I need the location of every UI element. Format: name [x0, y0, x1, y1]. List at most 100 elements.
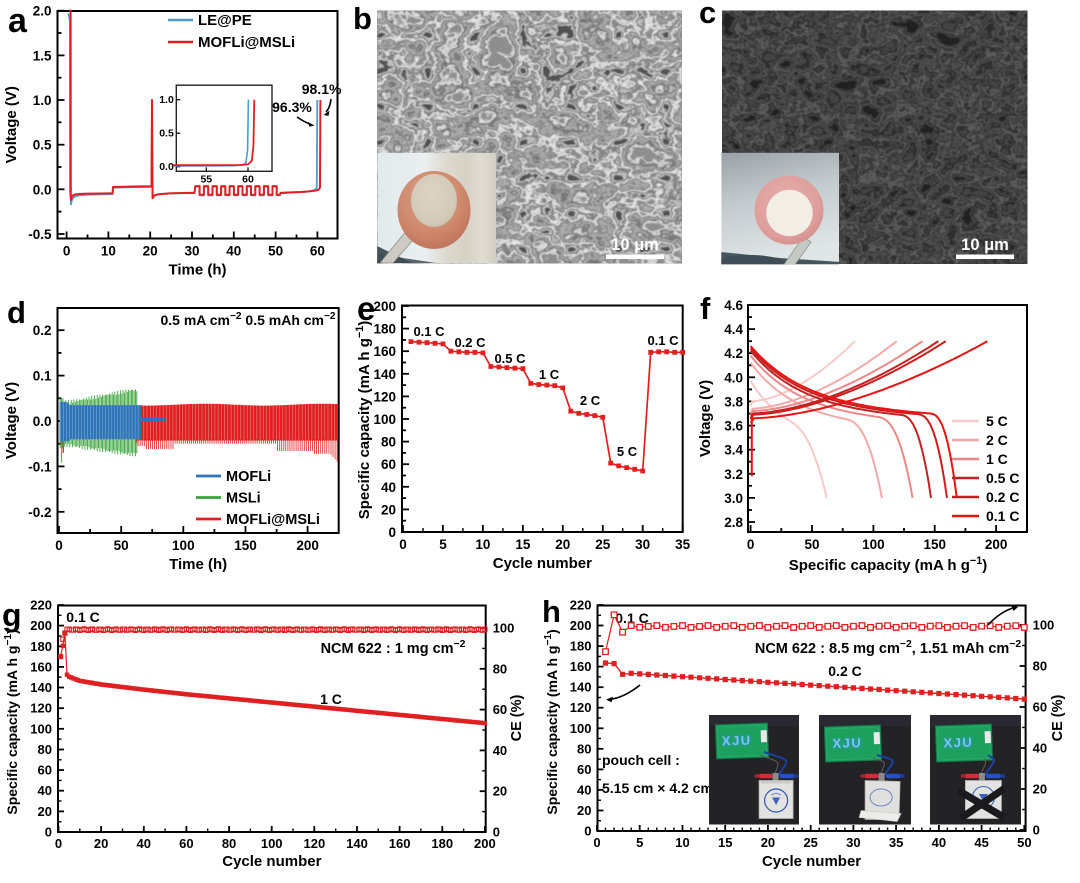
svg-text:100: 100 [172, 538, 195, 553]
svg-text:220: 220 [30, 598, 52, 613]
svg-text:0: 0 [55, 836, 62, 851]
svg-text:MSLi: MSLi [226, 491, 261, 507]
svg-text:15: 15 [515, 537, 531, 552]
svg-text:40: 40 [932, 835, 946, 850]
svg-text:60: 60 [179, 836, 193, 851]
svg-text:0.2 C: 0.2 C [986, 489, 1019, 505]
svg-text:220: 220 [570, 597, 592, 612]
svg-text:LE@PE: LE@PE [198, 12, 252, 29]
svg-text:60: 60 [310, 244, 325, 259]
svg-text:100: 100 [493, 621, 515, 636]
svg-text:-0.1: -0.1 [28, 459, 52, 474]
svg-text:60: 60 [242, 173, 254, 185]
svg-text:80: 80 [222, 836, 236, 851]
svg-text:Cycle number: Cycle number [493, 555, 592, 572]
svg-text:5 C: 5 C [617, 444, 638, 459]
svg-text:200: 200 [373, 299, 396, 314]
svg-text:5: 5 [636, 835, 643, 850]
svg-text:Specific capacity (mA h g−1): Specific capacity (mA h g−1) [3, 629, 20, 814]
svg-text:35: 35 [889, 835, 903, 850]
svg-text:0.5: 0.5 [159, 128, 174, 140]
svg-text:80: 80 [1033, 659, 1047, 674]
svg-text:Voltage (V): Voltage (V) [3, 86, 20, 163]
svg-text:0: 0 [399, 537, 407, 552]
svg-text:Time (h): Time (h) [168, 262, 226, 279]
svg-text:g: g [2, 597, 22, 633]
svg-text:2.8: 2.8 [724, 515, 743, 530]
svg-text:160: 160 [389, 836, 411, 851]
svg-text:10: 10 [675, 835, 689, 850]
svg-text:80: 80 [493, 661, 507, 676]
svg-text:h: h [542, 594, 561, 629]
svg-text:30: 30 [635, 537, 650, 552]
svg-text:3.4: 3.4 [724, 443, 743, 458]
svg-text:20: 20 [94, 836, 108, 851]
svg-text:30: 30 [184, 244, 199, 259]
svg-text:5: 5 [439, 537, 447, 552]
svg-text:10 μm: 10 μm [961, 236, 1009, 254]
svg-text:20: 20 [577, 803, 591, 818]
svg-text:MOFLi: MOFLi [226, 469, 271, 485]
svg-text:XJU: XJU [943, 734, 973, 750]
svg-text:50: 50 [114, 538, 129, 553]
svg-text:60: 60 [577, 762, 591, 777]
svg-text:3.6: 3.6 [724, 419, 743, 434]
svg-text:2 C: 2 C [986, 432, 1008, 448]
svg-text:a: a [8, 2, 28, 40]
svg-text:Specific capacity (mA h g−1): Specific capacity (mA h g−1) [789, 555, 987, 574]
svg-text:b: b [353, 1, 372, 36]
svg-text:180: 180 [373, 322, 396, 337]
svg-text:150: 150 [234, 538, 257, 553]
svg-text:NCM 622 : 1 mg cm−2: NCM 622 : 1 mg cm−2 [321, 639, 466, 657]
svg-text:0: 0 [388, 525, 396, 540]
svg-text:40: 40 [381, 480, 396, 495]
svg-text:0: 0 [593, 835, 600, 850]
svg-text:MOFLi@MSLi: MOFLi@MSLi [226, 512, 320, 528]
svg-text:2.0: 2.0 [33, 4, 52, 19]
svg-text:200: 200 [474, 836, 496, 851]
svg-text:96.3%: 96.3% [272, 99, 312, 115]
svg-text:0.1 C: 0.1 C [413, 324, 445, 339]
svg-text:20: 20 [555, 537, 570, 552]
svg-text:Specific capacity (mA h g−1): Specific capacity (mA h g−1) [543, 629, 560, 814]
svg-text:Time (h): Time (h) [169, 556, 227, 573]
svg-text:200: 200 [985, 537, 1008, 552]
svg-text:20: 20 [1033, 782, 1047, 797]
svg-text:XJU: XJU [722, 732, 752, 748]
svg-text:35: 35 [675, 537, 691, 552]
svg-text:20: 20 [143, 244, 158, 259]
svg-text:30: 30 [846, 835, 860, 850]
svg-text:120: 120 [373, 389, 396, 404]
svg-text:5 C: 5 C [986, 413, 1008, 429]
svg-text:c: c [699, 0, 716, 30]
svg-text:20: 20 [493, 784, 507, 799]
svg-text:3.2: 3.2 [724, 467, 743, 482]
svg-text:200: 200 [30, 618, 52, 633]
svg-text:80: 80 [381, 435, 396, 450]
svg-text:98.1%: 98.1% [302, 81, 342, 97]
svg-text:3.8: 3.8 [724, 394, 743, 409]
svg-text:4.2: 4.2 [724, 346, 743, 361]
svg-text:1.0: 1.0 [33, 93, 52, 108]
svg-text:Specific capacity (mA h g−1): Specific capacity (mA h g−1) [354, 321, 373, 519]
svg-text:80: 80 [38, 742, 52, 757]
svg-text:0.5 C: 0.5 C [986, 470, 1019, 486]
svg-text:140: 140 [373, 367, 396, 382]
svg-text:200: 200 [570, 618, 592, 633]
svg-text:0.1 C: 0.1 C [615, 610, 648, 626]
svg-text:Voltage (V): Voltage (V) [697, 380, 714, 457]
svg-text:160: 160 [373, 344, 396, 359]
svg-text:60: 60 [381, 457, 396, 472]
svg-text:0.5 C: 0.5 C [494, 351, 526, 366]
svg-text:Voltage (V): Voltage (V) [3, 382, 20, 459]
svg-text:40: 40 [577, 782, 591, 797]
svg-text:200: 200 [296, 538, 319, 553]
svg-text:10 μm: 10 μm [611, 236, 659, 254]
svg-text:2 C: 2 C [580, 393, 601, 408]
svg-text:Cycle number: Cycle number [762, 853, 861, 870]
svg-text:150: 150 [923, 537, 946, 552]
svg-text:120: 120 [303, 836, 325, 851]
svg-text:40: 40 [493, 743, 507, 758]
svg-text:MOFLi@MSLi: MOFLi@MSLi [198, 34, 295, 51]
svg-text:4.6: 4.6 [724, 298, 743, 313]
